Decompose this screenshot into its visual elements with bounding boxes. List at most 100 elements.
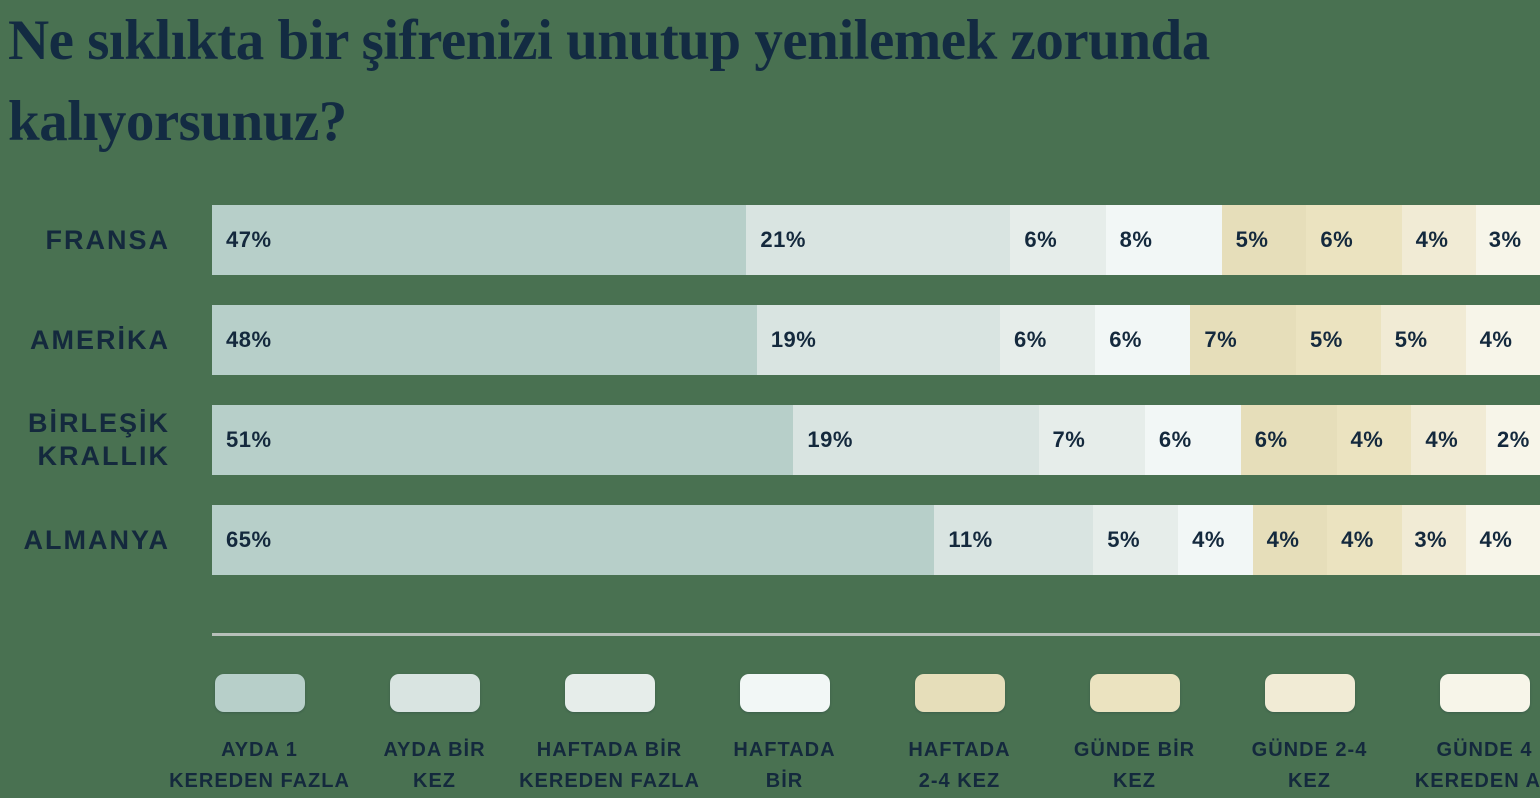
segment-value-label: 11% (948, 527, 993, 552)
legend-swatch (1439, 674, 1530, 712)
legend-swatch (564, 674, 655, 712)
segment-value-label: 21% (760, 227, 806, 252)
segment-value-label: 3% (1414, 527, 1448, 552)
legend-item: HAFTADA BİR KEREDEN FAZLA (519, 674, 700, 797)
bar-row: AMERİKA 48% 19% 6% 6% 7% 5% 5% 4% (0, 305, 1540, 375)
segment-value-label: 8% (1119, 227, 1153, 252)
bar-segment: 4% (1401, 205, 1476, 275)
segment-value-label: 6% (1013, 327, 1047, 352)
bar-segment: 11% (934, 505, 1094, 575)
segment-value-label: 5% (1235, 227, 1269, 252)
segment-value-label: 6% (1109, 327, 1142, 352)
segment-value-label: 4% (1350, 427, 1384, 452)
segment-value-label: 6% (1254, 427, 1288, 452)
legend-divider (212, 633, 1540, 636)
bar-segment: 6% (1144, 405, 1241, 475)
legend-label: AYDA BİR KEZ (383, 739, 486, 792)
bar-segment: 4% (1178, 505, 1253, 575)
bar-segment: 4% (1327, 505, 1402, 575)
stacked-bar: 51% 19% 7% 6% 6% 4% 4% 2% (212, 405, 1540, 475)
bar-segment: 7% (1038, 405, 1145, 475)
bar-segment: 51% (212, 405, 794, 475)
bar-row: ALMANYA 65% 11% 5% 4% 4% 4% 3% 4% (0, 505, 1540, 575)
segment-value-label: 4% (1479, 327, 1513, 352)
bar-segment: 4% (1252, 505, 1328, 575)
segment-value-label: 5% (1394, 327, 1428, 352)
segment-value-label: 19% (807, 427, 853, 452)
bar-segment: 4% (1465, 505, 1540, 575)
segment-value-label: 19% (770, 327, 817, 352)
bar-segment: 3% (1401, 505, 1466, 575)
legend-item: GÜNDE 2-4 KEZ (1222, 674, 1397, 797)
legend-swatch (214, 674, 305, 712)
bar-segment: 6% (1010, 205, 1106, 275)
legend-label: HAFTADA BİR KEREDEN FAZLA (519, 739, 700, 792)
bar-segment: 48% (212, 305, 757, 375)
segment-value-label: 4% (1415, 227, 1449, 252)
legend-swatch (1089, 674, 1180, 712)
segment-value-label: 5% (1107, 527, 1141, 552)
bar-segment: 5% (1296, 305, 1381, 375)
bar-segment: 4% (1336, 405, 1412, 475)
legend-label: HAFTADA 2-4 KEZ (908, 739, 1011, 792)
legend-swatch (1264, 674, 1355, 712)
category-label: FRANSA (45, 224, 170, 255)
bar-segment: 4% (1411, 405, 1487, 475)
bar-segment: 6% (1095, 305, 1191, 375)
bar-segment: 3% (1475, 205, 1540, 275)
segment-value-label: 7% (1204, 327, 1238, 352)
stacked-bar: 65% 11% 5% 4% 4% 4% 3% 4% (212, 505, 1540, 575)
chart-title: Ne sıklıkta bir şifrenizi unutup yenilem… (8, 9, 1210, 153)
legend-swatch (389, 674, 480, 712)
bar-segment: 65% (212, 505, 935, 575)
segment-value-label: 3% (1488, 227, 1522, 252)
segment-value-label: 65% (226, 527, 272, 552)
segment-value-label: 47% (226, 227, 272, 252)
legend: AYDA 1 KEREDEN FAZLA AYDA BİR KEZ HAFTADA Bİ… (169, 674, 1540, 797)
bar-segment: 4% (1465, 305, 1540, 375)
bar-segment: 5% (1380, 305, 1466, 375)
segment-value-label: 4% (1425, 427, 1459, 452)
legend-label: AYDA 1 KEREDEN FAZLA (169, 739, 350, 792)
bar-segment: 5% (1221, 205, 1307, 275)
legend-item: AYDA BİR KEZ (347, 674, 522, 797)
legend-item: HAFTADA BİR (697, 674, 872, 797)
segment-value-label: 2% (1496, 427, 1530, 452)
segment-value-label: 6% (1158, 427, 1192, 452)
bar-segment: 21% (746, 205, 1011, 275)
segment-value-label: 6% (1320, 227, 1354, 252)
segment-value-label: 4% (1192, 527, 1225, 552)
bar-segment: 6% (999, 305, 1096, 375)
segment-value-label: 51% (226, 427, 272, 452)
bars-area: FRANSA 47% 21% 6% 8% 5% 6% 4% 3% AMERİKA 48% 19% 6% 6… (0, 205, 1540, 605)
segment-value-label: 4% (1266, 527, 1300, 552)
segment-value-label: 4% (1341, 527, 1374, 552)
legend-item: HAFTADA 2-4 KEZ (872, 674, 1047, 797)
bar-row: FRANSA 47% 21% 6% 8% 5% 6% 4% 3% (0, 205, 1540, 275)
bar-segment: 47% (212, 205, 747, 275)
legend-swatch (739, 674, 830, 712)
segment-value-label: 6% (1024, 227, 1058, 252)
bar-segment: 5% (1093, 505, 1179, 575)
stacked-bar: 47% 21% 6% 8% 5% 6% 4% 3% (212, 205, 1540, 275)
legend-item: AYDA 1 KEREDEN FAZLA (169, 674, 350, 797)
bar-segment: 19% (756, 305, 1000, 375)
segment-value-label: 5% (1310, 327, 1343, 352)
legend-swatch (914, 674, 1005, 712)
stacked-bar: 48% 19% 6% 6% 7% 5% 5% 4% (212, 305, 1540, 375)
bar-segment: 19% (793, 405, 1039, 475)
category-label: ALMANYA (23, 524, 170, 555)
bar-segment: 8% (1105, 205, 1222, 275)
bar-segment: 6% (1306, 205, 1402, 275)
bar-segment: 2% (1486, 405, 1540, 475)
legend-item: GÜNDE BİR KEZ (1047, 674, 1222, 797)
segment-value-label: 4% (1479, 527, 1513, 552)
legend-label: GÜNDE BİR KEZ (1073, 739, 1196, 792)
category-label: BİRLEŞİK KRALLIK (27, 408, 170, 471)
segment-value-label: 7% (1052, 427, 1086, 452)
category-label: AMERİKA (30, 324, 170, 355)
bar-segment: 6% (1240, 405, 1337, 475)
bar-segment: 7% (1190, 305, 1296, 375)
bar-row: BİRLEŞİK KRALLIK 51% 19% 7% 6% 6% 4% 4% 2% (0, 405, 1540, 475)
